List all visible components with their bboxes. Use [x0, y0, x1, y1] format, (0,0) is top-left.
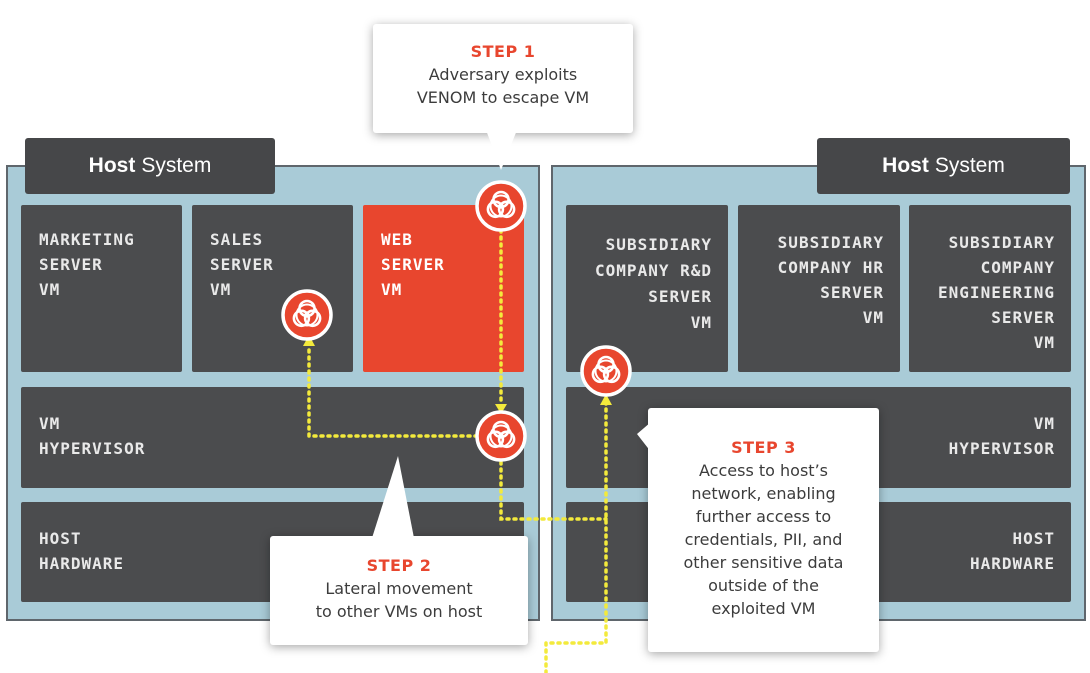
step3-text: Access to host’s network, enabling furth… — [683, 461, 844, 618]
subsidiary-hr-server-vm: SUBSIDIARY COMPANY HR SERVER VM — [738, 205, 900, 372]
path-to-other-host — [499, 460, 608, 521]
step2-pointer — [372, 456, 414, 538]
step2-title: STEP 2 — [366, 556, 432, 575]
step2-callout: STEP 2 Lateral movement to other VMs on … — [270, 536, 528, 645]
subsidiary-engineering-server-vm: SUBSIDIARY COMPANY ENGINEERING SERVER VM — [909, 205, 1071, 372]
step2-text: Lateral movement to other VMs on host — [315, 579, 483, 621]
step3-title: STEP 3 — [731, 438, 796, 457]
step1-title: STEP 1 — [470, 42, 536, 61]
left-host-title: Host System — [25, 138, 275, 194]
biohazard-icon — [281, 289, 333, 341]
path-lateral-movement — [307, 343, 500, 438]
step1-text: Adversary exploits VENOM to escape VM — [416, 65, 590, 107]
biohazard-icon — [475, 180, 527, 232]
arrow-head-up-subsidiary — [600, 394, 612, 405]
step3-callout: STEP 3 Access to host’s network, enablin… — [648, 408, 879, 652]
right-host-title: Host System — [817, 138, 1070, 194]
step1-pointer — [486, 130, 517, 170]
path-network-access — [544, 398, 608, 673]
biohazard-icon — [580, 345, 632, 397]
arrow-head-down — [495, 404, 507, 414]
biohazard-icon — [475, 410, 527, 462]
marketing-server-vm: MARKETING SERVER VM — [21, 205, 182, 372]
subsidiary-rd-server-vm: SUBSIDIARY COMPANY R&D SERVER VM — [566, 205, 728, 372]
step3-pointer — [637, 422, 651, 452]
step1-callout: STEP 1 Adversary exploits VENOM to escap… — [373, 24, 633, 133]
web-server-vm: WEB SERVER VM — [363, 205, 524, 372]
sales-server-vm: SALES SERVER VM — [192, 205, 353, 372]
